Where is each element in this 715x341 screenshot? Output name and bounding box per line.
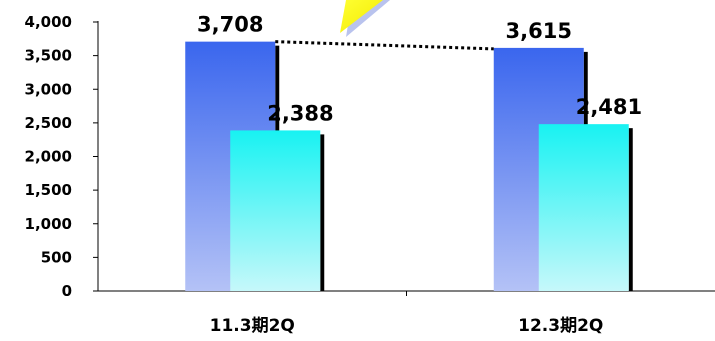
bar-shadow — [628, 128, 633, 291]
data-labels: 3,708 2,388 3,615 2,481 — [197, 13, 642, 126]
x-tick-label: 11.3期2Q — [210, 316, 295, 336]
bar — [230, 130, 321, 291]
y-tick-label: 2,500 — [25, 114, 72, 132]
data-label: 2,481 — [576, 95, 642, 119]
data-label: 3,708 — [197, 13, 263, 37]
y-tick-label: 3,000 — [25, 80, 72, 98]
bars — [185, 41, 633, 292]
y-tick-label: 500 — [41, 248, 72, 266]
connector-lines — [275, 40, 494, 51]
data-label: 3,615 — [506, 19, 572, 43]
y-tick-label: 3,500 — [25, 47, 72, 65]
y-tick-label: 0 — [62, 282, 72, 300]
x-tick-label: 12.3期2Q — [518, 316, 603, 336]
y-tick-label: 1,500 — [25, 181, 72, 199]
callout-decoration — [340, 0, 390, 37]
x-axis-ticks: 11.3期2Q 12.3期2Q — [210, 316, 604, 336]
y-axis-ticks: 0 500 1,000 1,500 2,000 2,500 3,000 3,500 4,000 — [25, 13, 98, 300]
data-label: 2,388 — [267, 101, 333, 125]
bar-shadow — [320, 134, 325, 291]
y-tick-label: 2,000 — [25, 148, 72, 166]
y-tick-label: 1,000 — [25, 215, 72, 233]
bar — [538, 124, 629, 292]
y-tick-label: 4,000 — [25, 13, 72, 31]
connector-line — [275, 40, 494, 51]
